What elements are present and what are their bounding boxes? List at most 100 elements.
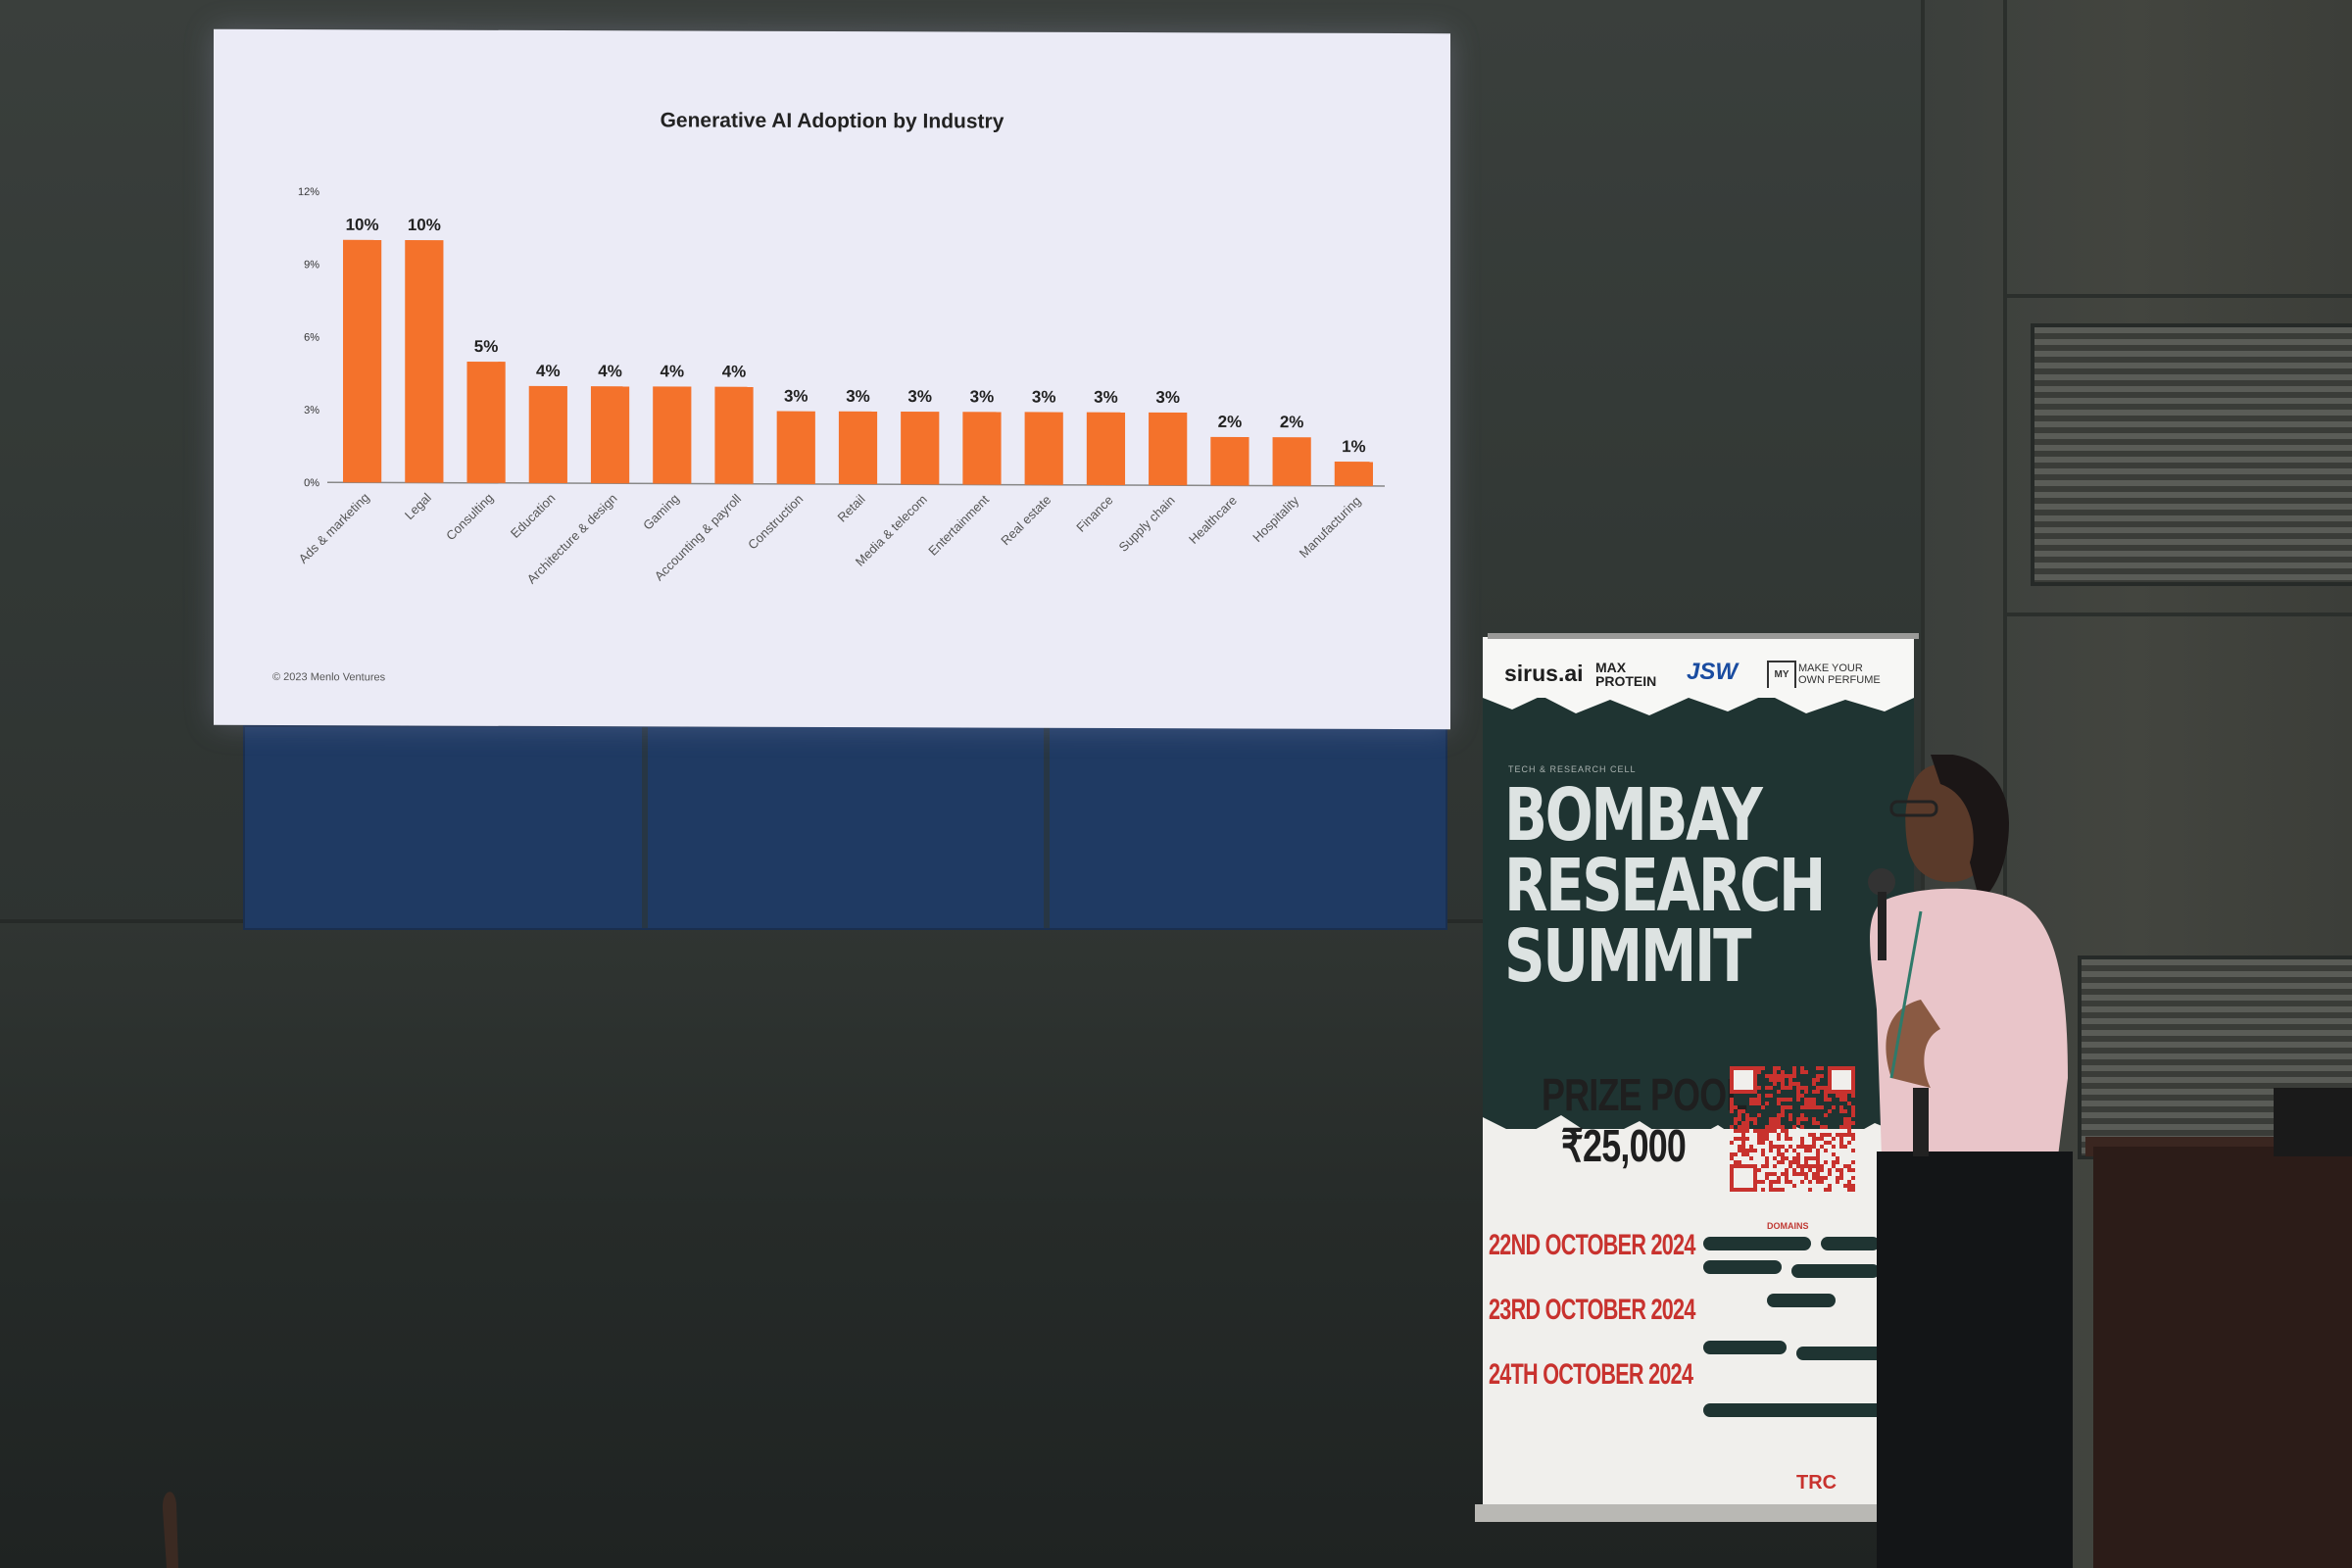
qr-module	[1753, 1129, 1757, 1133]
qr-module	[1812, 1105, 1816, 1109]
qr-module	[1777, 1121, 1781, 1125]
event-date: 23RD OCTOBER 2024	[1489, 1294, 1695, 1326]
qr-module	[1773, 1125, 1777, 1129]
qr-module	[1832, 1164, 1836, 1168]
sponsor-logos: sirus.ai MAX PROTEIN JSW MY OP MAKE YOUR…	[1483, 637, 1914, 706]
qr-module	[1796, 1145, 1800, 1149]
qr-module	[1812, 1082, 1816, 1086]
qr-module	[1757, 1094, 1761, 1098]
qr-module	[1851, 1133, 1855, 1137]
qr-module	[1824, 1141, 1828, 1145]
qr-module	[1824, 1160, 1828, 1164]
qr-module	[1734, 1105, 1738, 1109]
qr-module	[1773, 1070, 1777, 1074]
qr-module	[1781, 1086, 1785, 1090]
bar-data-label: 3%	[1094, 388, 1118, 407]
qr-module	[1847, 1102, 1851, 1105]
qr-module	[1777, 1176, 1781, 1180]
qr-module	[1839, 1168, 1843, 1172]
qr-module	[1832, 1145, 1836, 1149]
qr-module	[1816, 1121, 1820, 1125]
qr-module	[1796, 1117, 1800, 1121]
qr-module	[1738, 1145, 1741, 1149]
qr-module	[1741, 1145, 1745, 1149]
qr-module	[1777, 1180, 1781, 1184]
qr-module	[1816, 1176, 1820, 1180]
y-tick-label: 9%	[304, 259, 319, 270]
qr-module	[1792, 1125, 1796, 1129]
qr-module	[1812, 1164, 1816, 1168]
qr-module	[1730, 1105, 1734, 1109]
qr-module	[1741, 1149, 1745, 1152]
qr-module	[1851, 1121, 1855, 1125]
banner-dark-section	[1483, 698, 1914, 1129]
qr-module	[1836, 1156, 1839, 1160]
qr-module	[1773, 1156, 1777, 1160]
qr-module	[1839, 1105, 1843, 1109]
qr-module	[1836, 1176, 1839, 1180]
domain-pill	[1821, 1237, 1880, 1250]
qr-module	[1800, 1094, 1804, 1098]
qr-module	[1741, 1133, 1745, 1137]
qr-module	[1843, 1125, 1847, 1129]
qr-module	[1851, 1188, 1855, 1192]
x-tick-label: Gaming	[640, 491, 682, 533]
bar-data-label: 3%	[970, 387, 995, 406]
column-seam	[1921, 0, 1925, 941]
qr-module	[1773, 1145, 1777, 1149]
qr-module	[1785, 1180, 1788, 1184]
qr-module	[1777, 1102, 1781, 1105]
qr-module	[1734, 1152, 1738, 1156]
qr-module	[1820, 1125, 1824, 1129]
bar	[466, 361, 506, 483]
qr-module	[1781, 1109, 1785, 1113]
domain-pill	[1703, 1403, 1889, 1417]
qr-module	[1816, 1078, 1820, 1082]
perfume-logo-mark: MY OP	[1767, 661, 1796, 706]
bar	[1334, 462, 1373, 486]
sirus-logo: sirus.ai	[1504, 661, 1584, 686]
qr-module	[1804, 1145, 1808, 1149]
qr-module	[1781, 1172, 1785, 1176]
x-tick-label: Healthcare	[1186, 493, 1240, 547]
qr-module	[1808, 1133, 1812, 1137]
banner-title-line3: SUMMIT	[1504, 914, 1751, 999]
qr-module	[1769, 1145, 1773, 1149]
qr-module	[1730, 1102, 1734, 1105]
qr-module	[1816, 1137, 1820, 1141]
qr-module	[1765, 1094, 1769, 1098]
qr-module	[1781, 1129, 1785, 1133]
qr-module	[1777, 1090, 1781, 1094]
qr-module	[1765, 1137, 1769, 1141]
qr-module	[1816, 1172, 1820, 1176]
qr-module	[1773, 1129, 1777, 1133]
qr-module	[1745, 1129, 1749, 1133]
qr-module	[1781, 1105, 1785, 1109]
qr-module	[1745, 1113, 1749, 1117]
qr-module	[1851, 1113, 1855, 1117]
qr-module	[1816, 1164, 1820, 1168]
bar-data-label: 3%	[1155, 388, 1180, 407]
qr-module	[1765, 1164, 1769, 1168]
qr-module	[1730, 1152, 1734, 1156]
qr-module	[1839, 1094, 1843, 1098]
qr-module	[1741, 1141, 1745, 1145]
qr-module	[1777, 1152, 1781, 1156]
qr-module	[1769, 1180, 1773, 1184]
x-tick-label: Consulting	[443, 490, 496, 543]
qr-module	[1741, 1137, 1745, 1141]
qr-module	[1761, 1137, 1765, 1141]
qr-module	[1836, 1168, 1839, 1172]
qr-module	[1843, 1098, 1847, 1102]
qr-module	[1777, 1066, 1781, 1070]
qr-module	[1820, 1176, 1824, 1180]
qr-module	[1749, 1149, 1753, 1152]
y-tick-label: 12%	[298, 186, 319, 198]
qr-module	[1832, 1105, 1836, 1109]
qr-module	[1781, 1160, 1785, 1164]
qr-module	[1777, 1160, 1781, 1164]
bar-data-label: 4%	[536, 362, 561, 380]
qr-module	[1785, 1105, 1788, 1109]
qr-module	[1753, 1117, 1757, 1121]
speaker-person	[1868, 755, 2073, 1568]
